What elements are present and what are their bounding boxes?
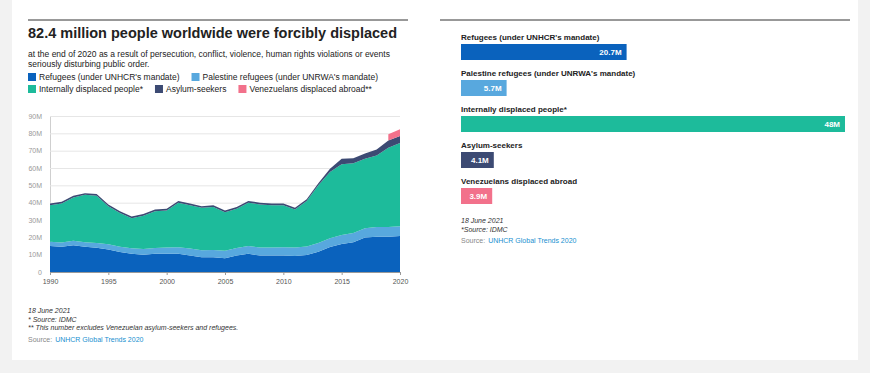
- data-label: 4.1M: [471, 156, 489, 165]
- legend-item: Palestine refugees (under UNRWA's mandat…: [192, 72, 379, 82]
- source-label: Source:: [28, 336, 52, 343]
- x-tick-label: 2000: [159, 278, 175, 285]
- footnote-date: 18 June 2021: [28, 307, 71, 314]
- panel-background: [12, 0, 858, 360]
- x-tick: 1995: [101, 272, 117, 285]
- legend-swatch: [192, 73, 200, 81]
- footnote: *Source: IDMC: [461, 226, 509, 233]
- y-tick-label: 70M: [28, 147, 42, 154]
- legend-item: Internally displaced people*: [28, 84, 144, 94]
- x-axis: 1990 1995 2000 2005 2010 2015 2020: [43, 272, 409, 285]
- footnote-date: 18 June 2021: [461, 217, 504, 224]
- bar-chart: Refugees (under UNHCR's mandate) 20.7M Pal…: [440, 20, 850, 244]
- category-label: Asylum-seekers: [461, 141, 523, 150]
- legend-item: Venezuelans displaced abroad**: [238, 84, 372, 94]
- source-line: Source:UNHCR Global Trends 2020: [461, 237, 577, 244]
- legend-label: Palestine refugees (under UNRWA's mandat…: [203, 72, 379, 82]
- y-tick-label: 60M: [28, 165, 42, 172]
- y-tick-label: 0: [38, 269, 42, 276]
- x-tick-label: 2015: [334, 278, 350, 285]
- x-tick: 2015: [334, 272, 350, 285]
- category-label: Palestine refugees (under UNRWA's mandat…: [461, 69, 636, 78]
- legend-swatch: [28, 73, 36, 81]
- grid-line: [50, 151, 400, 152]
- y-tick-label: 30M: [28, 217, 42, 224]
- legend-label: Asylum-seekers: [166, 84, 226, 94]
- area-series: [50, 136, 400, 218]
- x-tick-label: 2020: [393, 278, 409, 285]
- bar: [461, 188, 492, 204]
- chart-subtitle: at the end of 2020 as a result of persec…: [28, 49, 390, 69]
- category-label: Refugees (under UNHCR's mandate): [461, 33, 600, 42]
- grid-line: [50, 133, 400, 134]
- labels: Refugees (under UNHCR's mandate) 20.7M Pal…: [461, 33, 840, 201]
- area-chart: 82.4 million people worldwide were forci…: [28, 20, 408, 343]
- bar: [461, 152, 494, 168]
- legend-swatch: [238, 85, 246, 93]
- plot-area: [461, 44, 845, 204]
- tick-mark: [283, 272, 284, 275]
- x-tick: 1990: [43, 272, 59, 285]
- category-label: Internally displaced people*: [461, 105, 568, 114]
- footnote: ** This number excludes Venezuelan asylu…: [28, 324, 238, 332]
- footnote: * Source: IDMC: [28, 316, 78, 323]
- bar: [461, 80, 507, 96]
- grid-line: [50, 116, 400, 117]
- category-label: Venezuelans displaced abroad: [461, 177, 577, 186]
- tick-mark: [167, 272, 168, 275]
- y-axis: 0 10M 20M 30M 40M 50M 60M 70M 80M 90M: [28, 113, 400, 276]
- data-label: 20.7M: [599, 48, 622, 57]
- legend-swatch: [155, 85, 163, 93]
- y-tick: 80M: [28, 130, 400, 137]
- tick-mark: [50, 272, 51, 275]
- tick-mark: [400, 272, 401, 275]
- x-tick: 2020: [393, 272, 409, 285]
- source-link[interactable]: UNHCR Global Trends 2020: [488, 237, 576, 244]
- x-axis-line: [51, 273, 401, 276]
- chart-canvas: 82.4 million people worldwide were forci…: [0, 0, 870, 373]
- legend-item: Asylum-seekers: [155, 84, 226, 94]
- chart-title: 82.4 million people worldwide were forci…: [28, 25, 397, 41]
- y-axis-line: [51, 117, 401, 273]
- x-tick-label: 2010: [276, 278, 292, 285]
- area-series: [388, 129, 400, 140]
- x-tick: 2005: [218, 272, 234, 285]
- y-tick: 90M: [28, 113, 400, 120]
- title-rule: [440, 20, 850, 21]
- y-tick-label: 80M: [28, 130, 42, 137]
- plot-area: [50, 129, 400, 272]
- legend-swatch: [28, 85, 36, 93]
- y-tick-label: 50M: [28, 182, 42, 189]
- x-tick-label: 1990: [43, 278, 59, 285]
- source-label: Source:: [461, 237, 485, 244]
- data-label: 5.7M: [484, 84, 502, 93]
- legend-label: Venezuelans displaced abroad**: [249, 84, 372, 94]
- legend-item: Refugees (under UNHCR's mandate): [28, 72, 180, 82]
- y-tick-label: 90M: [28, 113, 42, 120]
- y-tick-label: 20M: [28, 234, 42, 241]
- tick-mark: [108, 272, 109, 275]
- data-label: 48M: [824, 120, 840, 129]
- bar: [461, 116, 845, 132]
- y-tick: 70M: [28, 147, 400, 154]
- x-tick-label: 1995: [101, 278, 117, 285]
- x-tick-label: 2005: [218, 278, 234, 285]
- legend-label: Internally displaced people*: [39, 84, 144, 94]
- x-tick: 2000: [159, 272, 175, 285]
- tick-mark: [225, 272, 226, 275]
- y-tick-label: 10M: [28, 251, 42, 258]
- bar: [461, 44, 627, 60]
- source-line: Source:UNHCR Global Trends 2020: [28, 336, 144, 343]
- legend: Refugees (under UNHCR's mandate) Palestin…: [28, 72, 378, 94]
- data-label: 3.9M: [469, 192, 487, 201]
- source-link[interactable]: UNHCR Global Trends 2020: [55, 336, 143, 343]
- legend-label: Refugees (under UNHCR's mandate): [39, 72, 180, 82]
- title-rule: [28, 20, 408, 21]
- x-tick: 2010: [276, 272, 292, 285]
- tick-mark: [342, 272, 343, 275]
- y-tick-label: 40M: [28, 199, 42, 206]
